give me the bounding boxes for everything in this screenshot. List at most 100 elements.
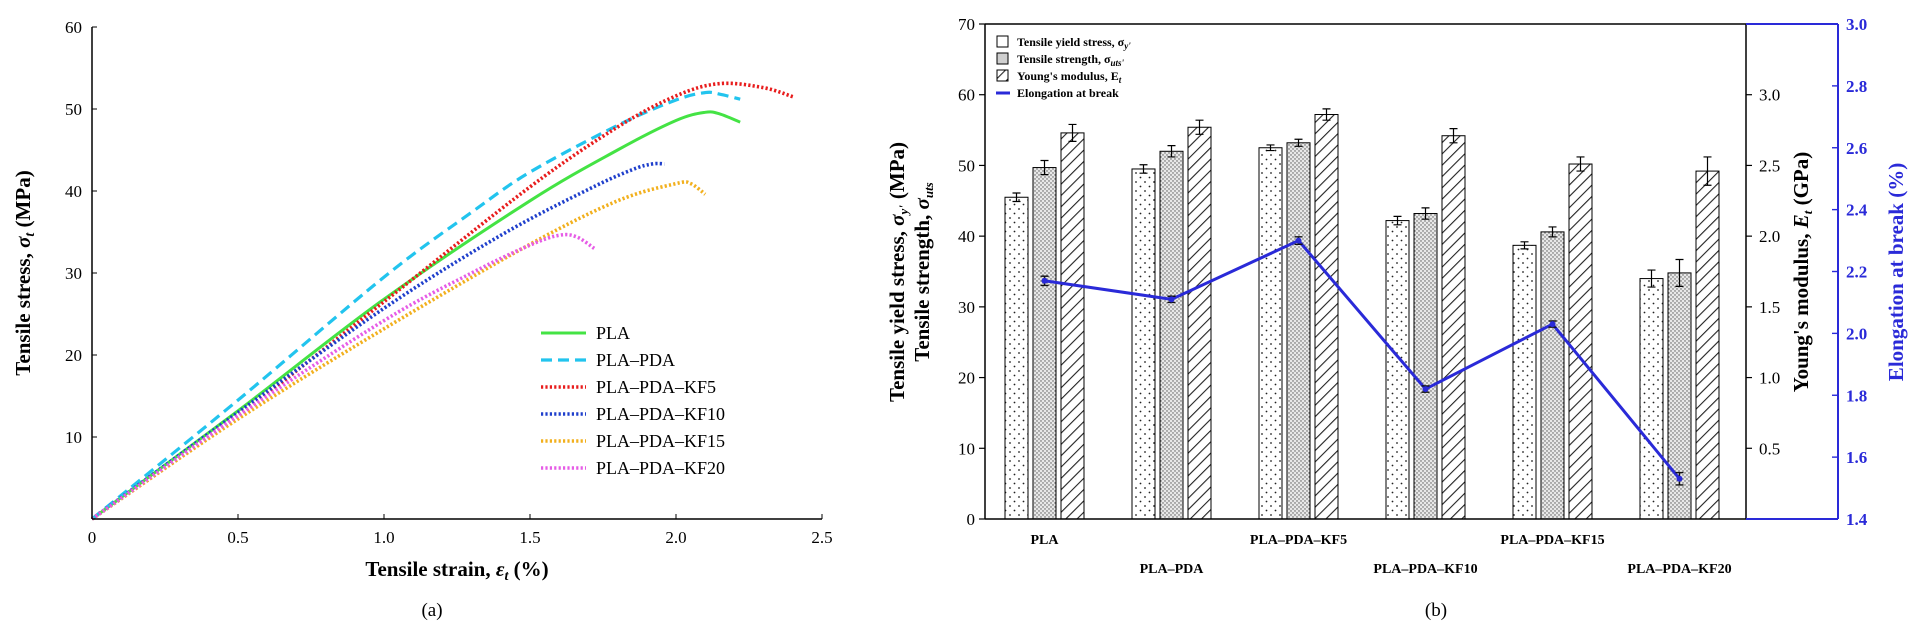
error-bar (1322, 108, 1331, 121)
bar-tensile-strength (1286, 142, 1311, 520)
y-tick-label-a: 50 (65, 100, 82, 119)
error-bar (1195, 119, 1204, 135)
elongation-tick-label: 2.2 (1846, 263, 1867, 282)
legend-label-a: PLA–PDA–KF10 (596, 404, 725, 424)
bar-tensile-yield-stress (1004, 196, 1029, 520)
left-axis-title-line1: Tensile yield stress, σy'(MPa) (885, 142, 911, 402)
y-axis-title-a: Tensile stress, σt (MPa) (11, 170, 38, 375)
error-bar (1421, 207, 1430, 220)
error-bar (1266, 144, 1275, 152)
elongation-tick-label: 3.0 (1846, 15, 1867, 34)
bar-tensile-yield-stress (1385, 220, 1410, 520)
elongation-series (1040, 236, 1684, 486)
elongation-tick-label: 2.8 (1846, 77, 1867, 96)
axis-ticks-a: 0 0.5 1.0 1.5 2.0 2.5 10 20 30 40 50 60 (65, 18, 833, 547)
elongation-tick-label: 1.6 (1846, 448, 1867, 467)
left-tick-label-b: 20 (958, 369, 975, 388)
elongation-axis-title: Elongation at break (%) (1884, 163, 1908, 381)
x-tick-label-a: 1.0 (373, 528, 394, 547)
legend-swatch-b (996, 69, 1009, 82)
y-tick-label-a: 20 (65, 346, 82, 365)
elongation-point (1295, 237, 1302, 244)
x-tick-label-a: 2.0 (665, 528, 686, 547)
modulus-tick-label: 2.5 (1759, 156, 1780, 175)
x-tick-label-a: 0 (88, 528, 97, 547)
bar-young-s-modulus (1441, 135, 1466, 520)
bar-young-s-modulus (1568, 163, 1593, 520)
elongation-point (1549, 321, 1556, 328)
error-bar (1040, 159, 1049, 176)
bar-young-s-modulus (1060, 132, 1085, 520)
series-line-pla-pda-kf15 (90, 180, 707, 521)
left-axis-title-line2: Tensile strength, σuts (910, 182, 936, 362)
bar-tensile-yield-stress (1639, 278, 1664, 520)
error-bar (1449, 128, 1458, 144)
elongation-point (1041, 277, 1048, 284)
error-bar (1139, 164, 1148, 174)
left-tick-label-b: 30 (958, 298, 975, 317)
left-tick-label-b: 10 (958, 439, 975, 458)
series-line-pla-pda-kf10 (90, 161, 665, 521)
legend-label-a: PLA (596, 323, 630, 343)
x-tick-label-a: 0.5 (227, 528, 248, 547)
legend-label-a: PLA–PDA–KF5 (596, 377, 716, 397)
axis-ticks-b: 0 10 20 30 40 50 60 70 0.5 1.0 1.5 2.0 2.5 3.0 1.4 1.6 1… (958, 15, 1868, 529)
error-bar (1393, 215, 1402, 226)
left-tick-label-b: 0 (967, 510, 976, 529)
left-tick-label-b: 40 (958, 227, 975, 246)
elongation-point (1676, 475, 1683, 482)
modulus-tick-label: 1.0 (1759, 369, 1780, 388)
x-axis-title-a: Tensile strain, εt (%) (365, 557, 548, 584)
category-label: PLA (1031, 533, 1060, 548)
elongation-tick-label: 1.4 (1846, 510, 1868, 529)
bar-young-s-modulus (1187, 126, 1212, 520)
tensile-stress-strain-chart: 0 0.5 1.0 1.5 2.0 2.5 10 20 30 40 50 60 Tensile str… (11, 18, 833, 621)
series-line-pla-pda (90, 90, 741, 521)
elongation-tick-label: 1.8 (1846, 386, 1867, 405)
x-tick-label-a: 1.5 (519, 528, 540, 547)
bar-tensile-yield-stress (1512, 244, 1537, 520)
elongation-tick-label: 2.0 (1846, 324, 1867, 343)
left-tick-label-b: 70 (958, 15, 975, 34)
legend-b: Tensile yield stress, σy'Tensile strengt… (996, 35, 1131, 100)
y-tick-label-a: 30 (65, 264, 82, 283)
error-bar (1703, 156, 1712, 186)
legend-label-b: Young's modulus, Et (1017, 69, 1122, 85)
modulus-axis-title: Young's modulus, Et (GPa) (1789, 152, 1815, 393)
panel-label-a: (a) (421, 600, 442, 621)
bar-tensile-strength (1159, 150, 1184, 520)
stress-strain-series (90, 81, 794, 521)
error-bar (1675, 258, 1684, 287)
error-bar (1012, 192, 1021, 203)
modulus-tick-label: 0.5 (1759, 439, 1780, 458)
error-bar (1294, 138, 1303, 147)
legend-label-a: PLA–PDA–KF20 (596, 458, 725, 478)
bar-tensile-strength (1413, 213, 1438, 520)
elongation-point (1422, 386, 1429, 393)
error-bar (1068, 123, 1077, 142)
category-label: PLA–PDA–KF10 (1373, 562, 1477, 577)
modulus-tick-label: 3.0 (1759, 86, 1780, 105)
legend-a: PLA PLA–PDA PLA–PDA–KF5 PLA–PDA–KF10 PLA–PDA… (541, 323, 725, 478)
legend-label-b: Tensile strength, σuts' (1017, 52, 1125, 68)
legend-label-a: PLA–PDA–KF15 (596, 431, 725, 451)
property-bars (1004, 108, 1720, 520)
elongation-tick-label: 2.4 (1846, 201, 1868, 220)
panel-label-b: (b) (1425, 600, 1447, 621)
category-label: PLA–PDA–KF20 (1627, 562, 1731, 577)
y-tick-label-a: 10 (65, 428, 82, 447)
legend-label-a: PLA–PDA (596, 350, 675, 370)
y-tick-label-a: 40 (65, 182, 82, 201)
error-bar (1647, 269, 1656, 288)
y-tick-label-a: 60 (65, 18, 82, 37)
elongation-line (1044, 238, 1681, 480)
bar-tensile-yield-stress (1131, 168, 1156, 520)
x-tick-label-a: 2.5 (811, 528, 832, 547)
modulus-tick-label: 2.0 (1759, 227, 1780, 246)
series-line-pla-pda-kf5 (90, 81, 794, 521)
error-bar (1548, 226, 1557, 238)
category-labels: PLA PLA–PDA PLA–PDA–KF5 PLA–PDA–KF10 PLA–PDA… (1031, 533, 1732, 577)
bar-young-s-modulus (1695, 170, 1720, 520)
left-tick-label-b: 60 (958, 86, 975, 105)
